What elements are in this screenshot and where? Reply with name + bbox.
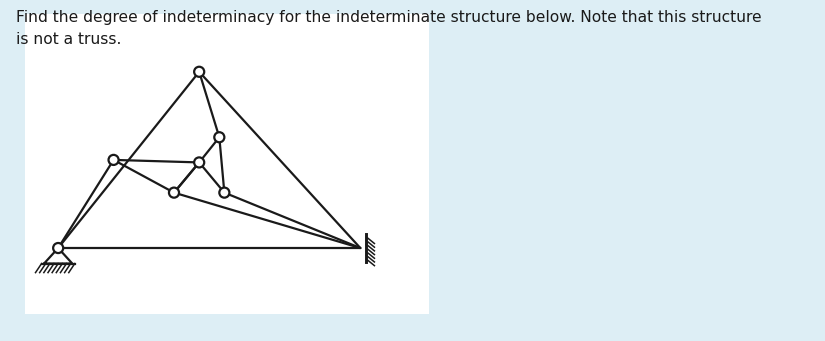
Circle shape — [169, 188, 179, 198]
Circle shape — [219, 188, 229, 198]
Circle shape — [214, 132, 224, 142]
Text: Find the degree of indeterminacy for the indeterminate structure below. Note tha: Find the degree of indeterminacy for the… — [16, 10, 762, 47]
Circle shape — [53, 243, 64, 253]
Circle shape — [194, 67, 205, 77]
Circle shape — [109, 155, 119, 165]
Circle shape — [194, 158, 205, 167]
